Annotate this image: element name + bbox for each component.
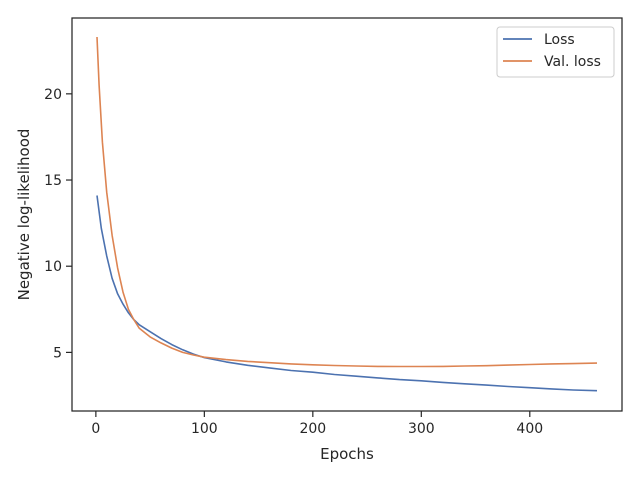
- y-tick-label: 15: [44, 173, 62, 189]
- x-tick-label: 300: [408, 421, 435, 437]
- x-axis-ticks: 0 100 200 300 400: [91, 411, 543, 437]
- series-layer: [96, 36, 598, 392]
- legend-label-1: Val. loss: [544, 54, 601, 70]
- x-tick-label: 200: [299, 421, 326, 437]
- series-line-1: [96, 36, 598, 368]
- y-tick-label: 5: [53, 345, 62, 361]
- y-tick-label: 10: [44, 259, 62, 275]
- legend: Loss Val. loss: [496, 26, 615, 78]
- x-tick-label: 0: [91, 421, 100, 437]
- y-axis-label: Negative log-likelihood: [15, 129, 33, 301]
- y-axis-ticks: 5 10 15 20: [44, 87, 72, 361]
- plot-frame: [71, 17, 623, 412]
- x-tick-label: 100: [191, 421, 218, 437]
- x-tick-label: 400: [516, 421, 543, 437]
- y-tick-label: 20: [44, 87, 62, 103]
- series-line-0: [96, 195, 598, 392]
- x-axis-label: Epochs: [320, 445, 374, 463]
- legend-label-0: Loss: [544, 32, 575, 48]
